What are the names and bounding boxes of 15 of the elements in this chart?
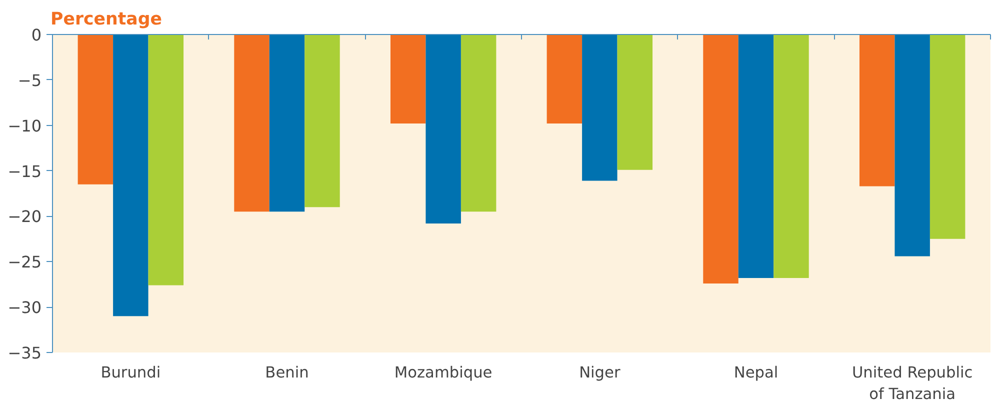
y-tick-label: −30 bbox=[8, 298, 42, 318]
y-tick-label: 0 bbox=[31, 26, 42, 44]
chart-title: Percentage bbox=[50, 10, 162, 30]
x-tick-label: United Republic of Tanzania bbox=[852, 364, 973, 404]
x-tick-label: Burundi bbox=[100, 364, 161, 382]
y-tick-label: −15 bbox=[8, 162, 42, 181]
x-tick-label: Nepal bbox=[734, 364, 778, 382]
y-tick-label: −35 bbox=[8, 344, 42, 362]
x-tick-label: Niger bbox=[579, 364, 621, 382]
x-tick-label: Mozambique bbox=[394, 364, 492, 382]
y-tick-label: −20 bbox=[8, 207, 42, 226]
y-tick-label: −5 bbox=[18, 70, 42, 90]
y-tick-label: −10 bbox=[8, 116, 42, 136]
x-tick-label: Benin bbox=[265, 364, 309, 382]
y-tick-label: −25 bbox=[8, 252, 42, 272]
